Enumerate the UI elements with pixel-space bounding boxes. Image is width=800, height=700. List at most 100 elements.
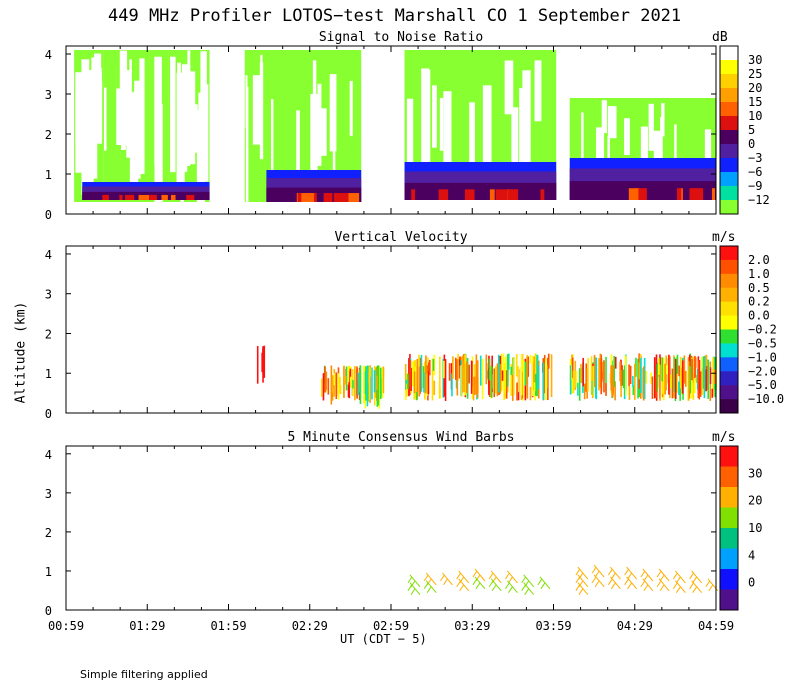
vv-cell [507,353,510,370]
vv-cell [619,361,621,382]
colorbar-label: 0 [748,576,755,590]
x-tick-label: 01:29 [129,619,165,633]
vv-cell [590,356,593,395]
vv-cell [684,370,687,387]
vv-cell [373,370,376,393]
snr-cell [638,188,647,200]
colorbar-segment [720,60,738,75]
vv-cell [499,363,502,394]
colorbar-segment [720,343,738,358]
vv-cell [414,366,417,399]
vv-cell [625,355,627,396]
snr-panel: Signal to Noise Ratio [74,30,716,232]
vv-cell [699,371,702,397]
wind-barb [423,572,437,586]
vv-cell [433,380,436,395]
vv-cell [479,355,482,386]
snr-cell [245,75,248,128]
vv-cell [416,358,419,400]
x-tick-label: 04:59 [698,619,734,633]
colorbar-label: 15 [748,95,762,109]
vv-cell [529,386,532,401]
colorbar-label: 20 [748,81,762,95]
colorbar-segment [720,116,738,131]
colorbar-label: −0.5 [748,336,777,350]
snr-cell [317,83,322,166]
vv-cell [679,356,682,389]
y-tick-label: 4 [45,48,52,62]
colorbar-segment [720,74,738,89]
snr-cell [196,110,206,229]
vv-cell [651,376,654,399]
vv-cell [534,353,537,387]
vv-cell [655,374,657,398]
colorbar-frame [719,245,739,414]
vv-cell [670,374,672,388]
snr-cell [661,103,665,137]
vv-cell [377,365,380,406]
vv-cell [656,363,659,392]
vv-cell [431,358,434,401]
snr-cell [694,188,700,200]
wind-barb [505,580,518,594]
snr-cell [252,75,262,145]
snr-cell [333,193,345,202]
vv-cell [363,365,365,404]
snr-cell [245,86,249,205]
vv-cell [547,353,550,369]
vv-cell [263,345,266,378]
vv-cell [339,384,342,394]
wind-barb [656,578,670,592]
vv-cell [507,355,509,383]
snr-cell [596,127,605,166]
vv-cell [694,355,696,381]
panel-title: Signal to Noise Ratio [319,30,483,45]
vv-cell [347,366,350,383]
vv-cell [599,353,602,388]
snr-cell [95,81,103,140]
colorbar-segment [720,259,738,275]
vv-cell [665,365,668,375]
vv-cell [418,354,420,367]
vv-cell [456,359,459,396]
colorbar-label: −0.2 [748,323,777,337]
vv-cell [663,357,665,401]
vv-cell [428,359,431,376]
vv-cell [585,363,588,392]
x-tick-label: 00:59 [48,619,84,633]
vv-cell [594,360,597,399]
vv-cell [461,355,464,393]
colorbar-segment [720,158,738,173]
colorbar-segment [720,301,738,316]
snr-cell [149,194,157,200]
vv-cell [601,362,604,380]
snr-cell [640,126,648,177]
x-tick-label: 01:59 [210,619,246,633]
colorbar-label: −2.0 [748,364,777,378]
vv-cell [545,358,547,401]
colorbar-segment [720,569,738,590]
vv-cell [661,357,663,382]
colorbar-label: 2.0 [748,253,770,267]
snr-cell [312,60,317,112]
snr-cell [648,103,654,151]
vv-cell [379,367,382,400]
vv-cell [325,371,328,391]
vv-cell [645,370,647,384]
vv-cell [376,375,378,390]
vv-cell [711,388,714,398]
snr-cell [469,102,475,190]
snr-cell [443,91,452,169]
vv-cell [488,358,491,381]
vv-cell [413,371,416,394]
vv-cell [671,368,674,399]
vv-cell [504,356,507,394]
colorbar-units: dB [712,30,728,45]
colorbar-segment [720,172,738,187]
vv-cell [357,372,360,395]
vv-cell [527,356,530,377]
colorbar-units: m/s [712,230,735,245]
vv-cell [610,354,613,370]
vv-cell [452,356,454,379]
snr-cell [297,193,302,202]
